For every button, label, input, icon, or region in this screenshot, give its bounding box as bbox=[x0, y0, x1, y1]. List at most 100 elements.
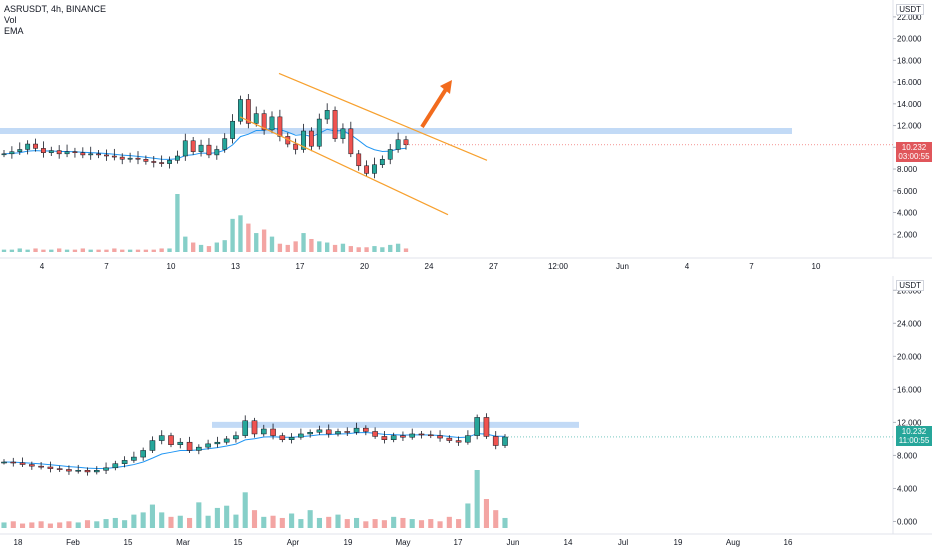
candle-up bbox=[387, 149, 393, 160]
candle-down bbox=[418, 433, 425, 436]
candle-down bbox=[251, 420, 258, 435]
last-price-badge-top: 10.232 03:00:55 bbox=[896, 142, 932, 162]
chart-legend: ASRUSDT, 4h, BINANCE Vol EMA bbox=[4, 4, 106, 37]
candle-up bbox=[502, 436, 508, 446]
volume-bar bbox=[381, 520, 387, 528]
volume-bar bbox=[317, 241, 322, 252]
candle-up bbox=[372, 164, 377, 174]
volume-bar bbox=[380, 247, 385, 252]
candle-up bbox=[1, 153, 7, 156]
candle-down bbox=[84, 470, 91, 473]
volume-bar bbox=[456, 519, 462, 528]
volume-bar bbox=[391, 516, 397, 528]
y-tick-label: 0.000 bbox=[897, 517, 918, 526]
candle-up bbox=[174, 155, 180, 161]
x-tick-label: 14 bbox=[564, 538, 573, 547]
ema-indicator-label[interactable]: EMA bbox=[4, 26, 24, 36]
last-price-badge-bottom: 10.232 11:00:55 bbox=[896, 426, 932, 446]
volume-bar bbox=[214, 507, 220, 528]
candle-up bbox=[198, 144, 204, 152]
volume-bar bbox=[94, 521, 100, 528]
bullish-arrow-head bbox=[440, 80, 452, 94]
volume-bar bbox=[198, 244, 204, 252]
candle-up bbox=[167, 160, 172, 164]
volume-bar bbox=[131, 514, 137, 528]
candle-up bbox=[233, 435, 239, 440]
volume-bar bbox=[344, 519, 350, 528]
volume-bar bbox=[88, 249, 93, 252]
volume-bar bbox=[277, 243, 283, 252]
candle-up bbox=[353, 427, 360, 433]
top-chart-svg[interactable]: 2.0004.0006.0008.00010.00012.00014.00016… bbox=[0, 0, 932, 276]
y-tick-label: 22.000 bbox=[897, 13, 922, 22]
volume-bar bbox=[403, 248, 409, 252]
candle-up bbox=[298, 433, 304, 438]
countdown-bottom: 11:00:55 bbox=[898, 436, 930, 445]
candle-down bbox=[96, 153, 102, 156]
volume-bar bbox=[238, 215, 243, 252]
y-tick-label: 20.000 bbox=[897, 352, 922, 361]
candle-down bbox=[344, 431, 351, 433]
candle-up bbox=[260, 428, 267, 435]
currency-label-top[interactable]: USDT bbox=[896, 4, 924, 15]
x-tick-label: 15 bbox=[124, 538, 133, 547]
candle-up bbox=[230, 120, 236, 139]
x-tick-label: Mar bbox=[176, 538, 190, 547]
candle-down bbox=[143, 159, 149, 162]
candle-up bbox=[9, 151, 15, 155]
candle-up bbox=[340, 128, 346, 139]
x-tick-label: Jun bbox=[507, 538, 520, 547]
x-tick-label: 27 bbox=[489, 262, 498, 271]
top-chart-pane[interactable]: 2.0004.0006.0008.00010.00012.00014.00016… bbox=[0, 0, 932, 276]
x-tick-label: 10 bbox=[812, 262, 821, 271]
candle-up bbox=[48, 150, 54, 153]
volume-bar bbox=[140, 512, 146, 528]
volume-bar bbox=[493, 510, 499, 528]
volume-bar bbox=[149, 504, 155, 528]
candle-up bbox=[88, 153, 94, 156]
volume-bar bbox=[301, 233, 306, 252]
volume-bar bbox=[57, 522, 63, 528]
candle-up bbox=[301, 130, 306, 150]
ema-line bbox=[3, 431, 506, 470]
currency-label-bottom[interactable]: USDT bbox=[896, 280, 924, 291]
volume-bar bbox=[356, 247, 361, 252]
candle-down bbox=[492, 436, 499, 446]
candle-up bbox=[127, 157, 133, 160]
candle-up bbox=[395, 139, 401, 150]
bullish-arrow-shaft bbox=[420, 84, 450, 129]
candle-down bbox=[403, 139, 409, 146]
volume-bar bbox=[372, 519, 378, 528]
volume-bar bbox=[38, 521, 44, 528]
volume-bar bbox=[428, 519, 434, 528]
candle-up bbox=[131, 456, 137, 461]
x-tick-label: Jun bbox=[616, 262, 629, 271]
x-tick-label: 19 bbox=[674, 538, 683, 547]
bottom-chart-svg[interactable]: 0.0004.0008.00012.00016.00020.00024.0002… bbox=[0, 276, 932, 550]
volume-bar bbox=[465, 503, 471, 528]
volume-bar bbox=[47, 523, 53, 528]
volume-bar bbox=[122, 520, 128, 528]
candle-up bbox=[242, 420, 249, 436]
x-tick-label: 17 bbox=[454, 538, 463, 547]
candle-down bbox=[168, 435, 174, 445]
candle-up bbox=[465, 435, 471, 443]
volume-bar bbox=[75, 522, 81, 528]
y-tick-label: 20.000 bbox=[897, 35, 922, 44]
bottom-chart-pane[interactable]: 0.0004.0008.00012.00016.00020.00024.0002… bbox=[0, 276, 932, 550]
candle-down bbox=[363, 427, 369, 432]
volume-bar bbox=[285, 244, 290, 252]
candle-down bbox=[66, 469, 72, 472]
volume-bar bbox=[167, 248, 172, 252]
volume-bar bbox=[72, 249, 78, 252]
volume-bar bbox=[104, 249, 109, 252]
candle-up bbox=[121, 460, 128, 464]
candle-down bbox=[135, 157, 141, 160]
volume-bar bbox=[261, 516, 267, 528]
candle-down bbox=[190, 140, 196, 152]
candle-down bbox=[381, 436, 388, 440]
volume-bar bbox=[364, 247, 369, 252]
volume-indicator-label[interactable]: Vol bbox=[4, 15, 17, 25]
volume-bar bbox=[254, 233, 259, 252]
candle-down bbox=[19, 462, 26, 465]
